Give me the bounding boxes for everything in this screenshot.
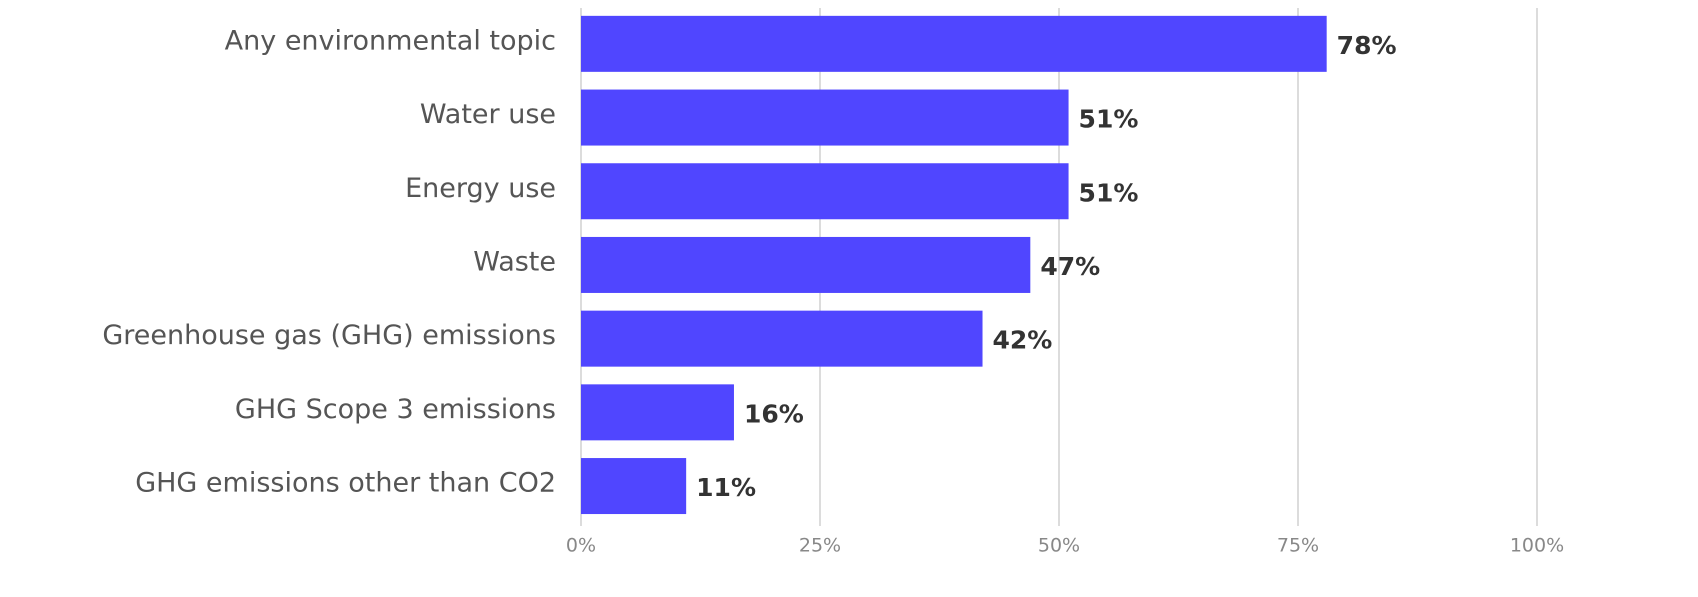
bar: [581, 458, 687, 515]
x-tick-label: 75%: [1277, 535, 1319, 557]
x-tick-label: 50%: [1038, 535, 1080, 557]
bar: [581, 236, 1031, 293]
bar: [581, 15, 1327, 72]
x-tick-label: 0%: [566, 535, 596, 557]
value-label: 42%: [993, 326, 1053, 355]
bar: [581, 310, 983, 367]
y-tick-label: Energy use: [405, 173, 556, 204]
y-tick-label: GHG Scope 3 emissions: [235, 394, 556, 425]
y-tick-label: Any environmental topic: [225, 25, 556, 56]
value-label: 51%: [1079, 105, 1139, 134]
y-tick-label: Greenhouse gas (GHG) emissions: [102, 320, 556, 351]
y-tick-label: Water use: [420, 99, 556, 130]
value-label: 11%: [696, 473, 756, 502]
bar: [581, 384, 734, 441]
value-label: 51%: [1079, 178, 1139, 207]
bar: [581, 163, 1069, 220]
y-tick-label: GHG emissions other than CO2: [135, 468, 556, 499]
value-label: 78%: [1337, 31, 1397, 60]
bar: [581, 89, 1069, 146]
y-tick-label: Waste: [473, 246, 556, 277]
x-tick-label: 25%: [799, 535, 841, 557]
value-label: 47%: [1040, 252, 1100, 281]
value-label: 16%: [744, 399, 804, 428]
x-tick-label: 100%: [1510, 535, 1564, 557]
